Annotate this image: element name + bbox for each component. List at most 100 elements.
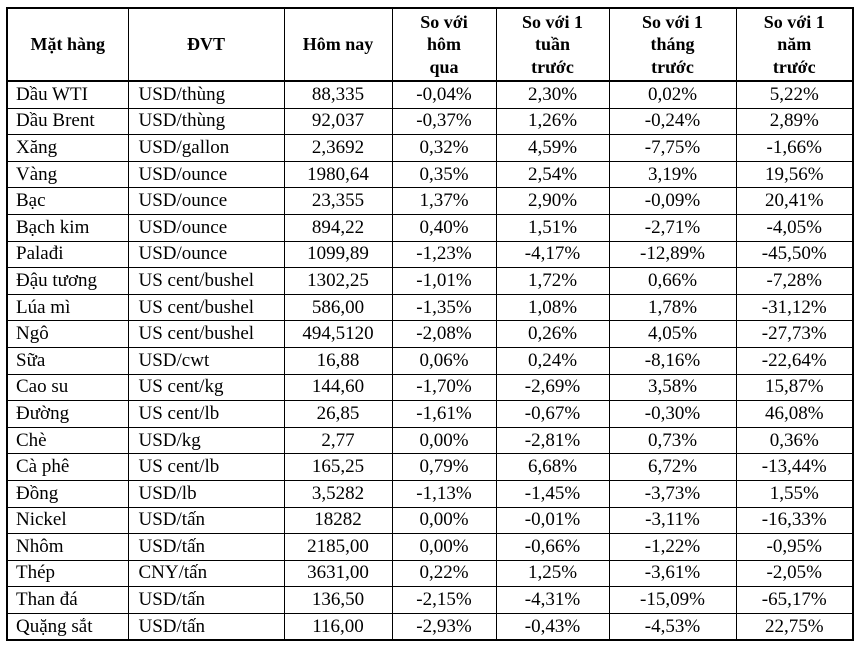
unit-cell: US cent/bushel (127, 267, 285, 295)
change-vs-month-cell: -0,30% (608, 400, 737, 428)
commodity-price-table: Mặt hàng ĐVT Hôm nay So với hôm qua So v… (6, 7, 854, 642)
change-vs-year-cell: -7,28% (735, 267, 854, 295)
today-value-cell: 586,00 (283, 293, 393, 322)
commodity-name-cell: Quặng sắt (6, 612, 129, 641)
table-row: Vàng USD/ounce 1980,64 0,35% 2,54% 3,19% 19,56… (6, 160, 854, 189)
change-vs-yesterday-cell: 0,06% (391, 346, 497, 375)
table-row: Chè USD/kg 2,77 0,00% -2,81% 0,73% 0,36% (6, 426, 854, 455)
change-vs-year-cell: -27,73% (735, 320, 854, 348)
unit-cell: USD/tấn (127, 612, 285, 641)
today-value-cell: 2,77 (283, 426, 393, 455)
table-row: Dầu Brent USD/thùng 92,037 -0,37% 1,26% -0,24… (6, 107, 854, 136)
table-row: Thép CNY/tấn 3631,00 0,22% 1,25% -3,61% -2,05% (6, 559, 854, 588)
change-vs-week-cell: 1,08% (495, 293, 610, 322)
unit-cell: US cent/kg (127, 373, 285, 402)
commodity-name-cell: Palađi (6, 240, 129, 269)
commodity-name-cell: Cao su (6, 373, 129, 402)
change-vs-year-cell: -22,64% (735, 346, 854, 375)
commodity-name-cell: Đường (6, 400, 129, 428)
today-value-cell: 1099,89 (283, 240, 393, 269)
change-vs-yesterday-cell: 0,40% (391, 213, 497, 242)
header-vs-yesterday: So với hôm qua (391, 7, 497, 82)
table-row: Cao su US cent/kg 144,60 -1,70% -2,69% 3,58% 1… (6, 373, 854, 402)
commodity-name-cell: Lúa mì (6, 293, 129, 322)
table-row: Đậu tương US cent/bushel 1302,25 -1,01% 1,72… (6, 267, 854, 295)
commodity-name-cell: Nickel (6, 506, 129, 535)
commodity-name-cell: Dầu WTI (6, 80, 129, 109)
today-value-cell: 3631,00 (283, 559, 393, 588)
header-row: Mặt hàng ĐVT Hôm nay So với hôm qua So v… (6, 7, 854, 82)
change-vs-month-cell: -0,24% (608, 107, 737, 136)
change-vs-month-cell: 4,05% (608, 320, 737, 348)
header-vs-month: So với 1 tháng trước (608, 7, 737, 82)
change-vs-week-cell: 2,30% (495, 80, 610, 109)
change-vs-month-cell: 0,02% (608, 80, 737, 109)
change-vs-month-cell: 0,73% (608, 426, 737, 455)
today-value-cell: 88,335 (283, 80, 393, 109)
today-value-cell: 26,85 (283, 400, 393, 428)
table-row: Palađi USD/ounce 1099,89 -1,23% -4,17% -12,89… (6, 240, 854, 269)
table-row: Lúa mì US cent/bushel 586,00 -1,35% 1,08% 1,7… (6, 293, 854, 322)
change-vs-yesterday-cell: -1,23% (391, 240, 497, 269)
today-value-cell: 92,037 (283, 107, 393, 136)
change-vs-week-cell: -2,81% (495, 426, 610, 455)
change-vs-week-cell: 0,24% (495, 346, 610, 375)
header-vs-week: So với 1 tuần trước (495, 7, 610, 82)
change-vs-year-cell: -0,95% (735, 533, 854, 561)
change-vs-yesterday-cell: -1,35% (391, 293, 497, 322)
change-vs-yesterday-cell: -1,61% (391, 400, 497, 428)
change-vs-yesterday-cell: 0,00% (391, 506, 497, 535)
table-row: Đồng USD/lb 3,5282 -1,13% -1,45% -3,73% 1,55% (6, 479, 854, 508)
today-value-cell: 144,60 (283, 373, 393, 402)
today-value-cell: 2185,00 (283, 533, 393, 561)
unit-cell: USD/tấn (127, 506, 285, 535)
table-row: Ngô US cent/bushel 494,5120 -2,08% 0,26% 4,05… (6, 320, 854, 348)
commodity-name-cell: Thép (6, 559, 129, 588)
change-vs-year-cell: 19,56% (735, 160, 854, 189)
today-value-cell: 165,25 (283, 453, 393, 481)
today-value-cell: 1302,25 (283, 267, 393, 295)
unit-cell: CNY/tấn (127, 559, 285, 588)
change-vs-yesterday-cell: 0,22% (391, 559, 497, 588)
unit-cell: USD/ounce (127, 240, 285, 269)
change-vs-yesterday-cell: -1,70% (391, 373, 497, 402)
today-value-cell: 894,22 (283, 213, 393, 242)
change-vs-week-cell: -0,66% (495, 533, 610, 561)
commodity-name-cell: Ngô (6, 320, 129, 348)
today-value-cell: 18282 (283, 506, 393, 535)
unit-cell: USD/cwt (127, 346, 285, 375)
change-vs-year-cell: -1,66% (735, 134, 854, 162)
change-vs-week-cell: 0,26% (495, 320, 610, 348)
table-row: Than đá USD/tấn 136,50 -2,15% -4,31% -15,09% -… (6, 586, 854, 614)
change-vs-yesterday-cell: 1,37% (391, 187, 497, 215)
change-vs-month-cell: -8,16% (608, 346, 737, 375)
change-vs-week-cell: -0,01% (495, 506, 610, 535)
table-row: Bạch kim USD/ounce 894,22 0,40% 1,51% -2,71% -… (6, 213, 854, 242)
commodity-name-cell: Bạch kim (6, 213, 129, 242)
unit-cell: USD/ounce (127, 187, 285, 215)
change-vs-year-cell: -13,44% (735, 453, 854, 481)
unit-cell: US cent/bushel (127, 320, 285, 348)
change-vs-yesterday-cell: -2,93% (391, 612, 497, 641)
unit-cell: USD/gallon (127, 134, 285, 162)
commodity-name-cell: Vàng (6, 160, 129, 189)
change-vs-week-cell: -1,45% (495, 479, 610, 508)
change-vs-month-cell: -3,73% (608, 479, 737, 508)
unit-cell: USD/lb (127, 479, 285, 508)
change-vs-month-cell: -1,22% (608, 533, 737, 561)
change-vs-week-cell: 2,90% (495, 187, 610, 215)
change-vs-month-cell: -2,71% (608, 213, 737, 242)
commodity-name-cell: Dầu Brent (6, 107, 129, 136)
today-value-cell: 16,88 (283, 346, 393, 375)
change-vs-week-cell: -0,43% (495, 612, 610, 641)
change-vs-week-cell: 6,68% (495, 453, 610, 481)
change-vs-yesterday-cell: -1,01% (391, 267, 497, 295)
table-body: Dầu WTI USD/thùng 88,335 -0,04% 2,30% 0,02% 5,… (6, 80, 854, 641)
change-vs-week-cell: -0,67% (495, 400, 610, 428)
change-vs-week-cell: -4,31% (495, 586, 610, 614)
change-vs-month-cell: -3,11% (608, 506, 737, 535)
table-row: Bạc USD/ounce 23,355 1,37% 2,90% -0,09% 20,41% (6, 187, 854, 215)
today-value-cell: 1980,64 (283, 160, 393, 189)
change-vs-year-cell: -65,17% (735, 586, 854, 614)
change-vs-week-cell: 1,25% (495, 559, 610, 588)
